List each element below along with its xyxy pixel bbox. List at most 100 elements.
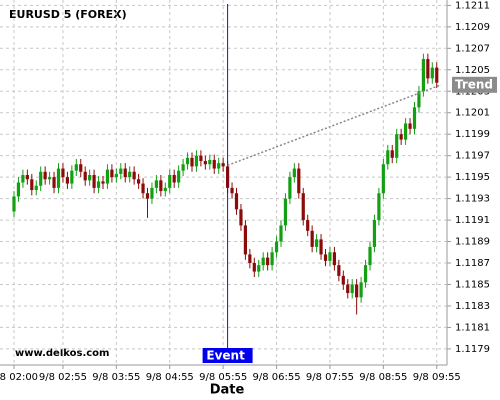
candle-body [248, 254, 252, 264]
candle-body [61, 168, 65, 178]
candle-body [114, 173, 118, 178]
y-tick-label: 1.1189 [455, 237, 490, 248]
candle-body [270, 252, 274, 266]
y-tick-label: 1.1181 [455, 322, 490, 333]
event-label: Event [206, 349, 245, 363]
candle-body [199, 155, 203, 162]
candle-body [252, 263, 256, 272]
candle-body [48, 177, 52, 180]
trend-label: Trend [455, 77, 493, 91]
candle-body [412, 107, 417, 129]
candle-body [297, 168, 301, 194]
chart-title: EURUSD 5 (FOREX) [9, 8, 127, 21]
candle-body [355, 284, 359, 298]
x-tick-label: 9/8 02:00 [0, 372, 38, 383]
candle-body [208, 159, 212, 165]
candle-body [377, 193, 381, 221]
candle-body [212, 159, 216, 169]
candle-body [163, 187, 167, 192]
candle-body [92, 174, 96, 188]
candle-body [408, 123, 412, 129]
candle-body [74, 164, 78, 171]
candle-body [141, 183, 145, 194]
candle-body [386, 150, 390, 165]
candle-body [381, 164, 385, 194]
x-tick-label: 9/8 04:55 [146, 372, 194, 383]
candle-body [350, 284, 354, 294]
y-tick-label: 1.1205 [455, 65, 490, 76]
x-tick-label: 9/8 07:55 [306, 372, 354, 383]
candle-body [323, 254, 328, 261]
candle-body [239, 209, 243, 226]
candle-body [390, 150, 394, 158]
candle-body [368, 246, 372, 266]
candle-body [56, 168, 61, 188]
y-tick-label: 1.1195 [455, 172, 490, 183]
candle-body [137, 179, 141, 184]
candle-body [243, 225, 247, 255]
candle-body [150, 187, 154, 199]
candle-body [52, 177, 56, 188]
candle-body [217, 163, 221, 169]
candle-body [430, 67, 434, 79]
y-tick-label: 1.1185 [455, 279, 490, 290]
y-tick-label: 1.1183 [455, 301, 490, 312]
y-tick-label: 1.1197 [455, 151, 490, 162]
candle-body [172, 174, 176, 183]
candle-body [301, 193, 305, 221]
trend-box [452, 76, 497, 93]
candle-body [25, 174, 29, 180]
candle-body [39, 171, 43, 186]
candle-body [230, 187, 234, 194]
candle-body [257, 265, 261, 272]
candle-body [181, 164, 185, 171]
candle-body [105, 169, 110, 184]
candle-body [328, 252, 332, 261]
y-tick-label: 1.1179 [455, 344, 490, 355]
candle-body [341, 275, 345, 285]
candle-body [194, 155, 199, 167]
candle-body [154, 180, 158, 188]
candle-body [261, 257, 265, 266]
x-tick-label: 9/8 05:55 [199, 372, 247, 383]
candle-body [30, 179, 34, 191]
candle-body [168, 174, 172, 188]
candle-body [177, 170, 181, 183]
candle-body [88, 174, 92, 181]
y-tick-label: 1.1187 [455, 258, 490, 269]
y-tick-label: 1.1207 [455, 43, 490, 54]
candle-body [315, 239, 319, 247]
candle-body [123, 168, 127, 178]
candle-body [203, 161, 207, 165]
candle-body [65, 177, 69, 184]
candle-body [346, 284, 350, 294]
x-tick-label: 9/8 08:55 [359, 372, 407, 383]
candle-body [274, 241, 279, 253]
candle-body [306, 220, 310, 231]
candle-body [79, 164, 83, 172]
candle-body [283, 198, 288, 226]
candle-body [128, 171, 132, 178]
candle-body [426, 59, 430, 79]
candle-body [279, 225, 283, 242]
candle-body [234, 193, 239, 210]
candle-body [70, 170, 74, 184]
candle-body [319, 239, 323, 255]
candle-body [110, 169, 114, 178]
y-tick-label: 1.1201 [455, 108, 490, 119]
x-tick-label: 9/8 09:55 [413, 372, 461, 383]
watermark: www.delkos.com [15, 348, 109, 359]
candle-body [43, 171, 47, 180]
candle-body [372, 220, 377, 247]
candle-body [359, 282, 363, 298]
candle-body [96, 181, 101, 188]
candle-body [221, 163, 225, 167]
x-tick-label: 9/8 06:55 [253, 372, 301, 383]
candle-body [190, 157, 194, 167]
candle-body [337, 265, 341, 276]
x-tick-label: 9/8 02:55 [39, 372, 87, 383]
y-tick-label: 1.1193 [455, 194, 490, 205]
candle-body [266, 257, 270, 266]
candle-body [12, 196, 16, 212]
